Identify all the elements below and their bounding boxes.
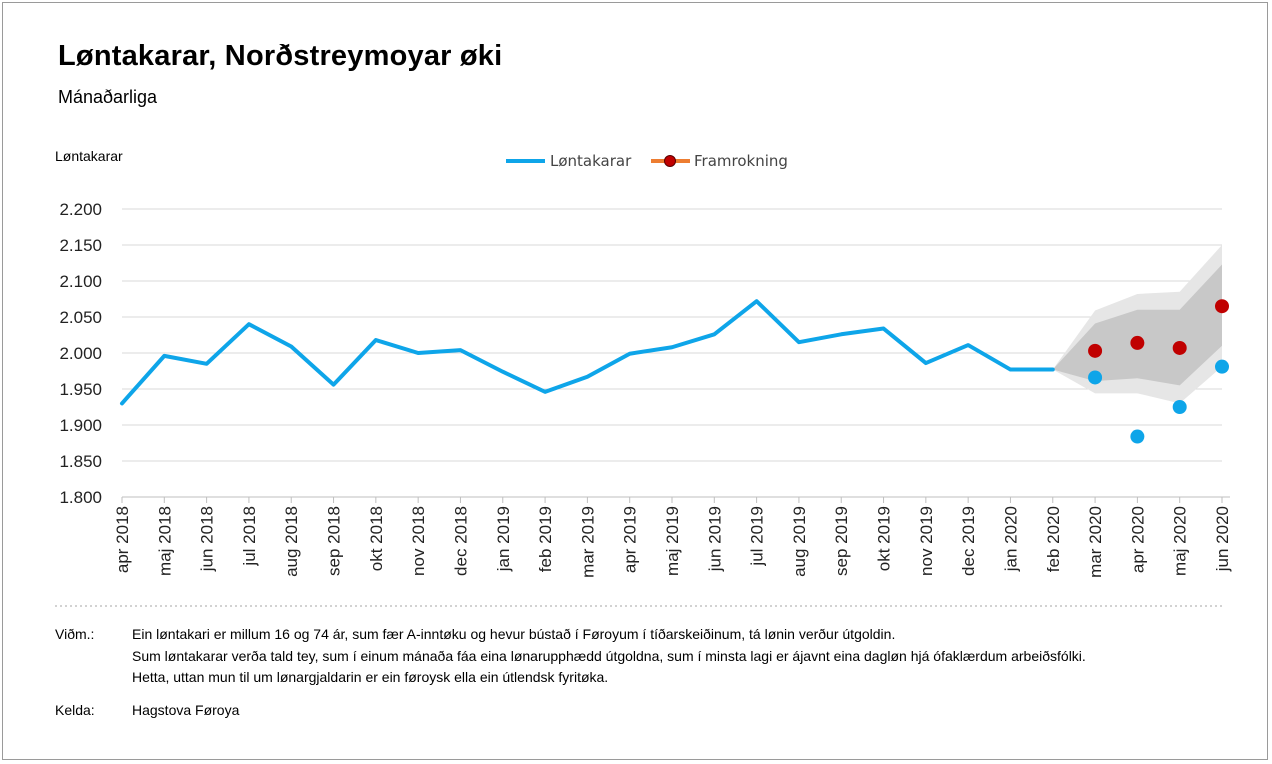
series-point-lontakarar xyxy=(1172,400,1187,414)
notes-line: Ein løntakari er millum 16 og 74 ár, sum… xyxy=(132,626,896,642)
series-point-framrokning xyxy=(1130,335,1145,350)
x-tick-label: dec 2019 xyxy=(959,506,978,576)
x-tick-label: okt 2018 xyxy=(367,506,386,571)
y-axis-label: Løntakarar xyxy=(55,148,123,164)
x-tick-label: apr 2018 xyxy=(113,506,132,573)
x-tick-label: sep 2018 xyxy=(325,506,344,576)
x-tick-label: jun 2018 xyxy=(198,506,217,572)
notes-key: Viðm.: xyxy=(55,626,95,642)
series-point-lontakarar xyxy=(1130,429,1145,444)
y-tick-label: 2.000 xyxy=(59,344,102,363)
y-tick-label: 2.150 xyxy=(59,236,102,255)
series-point-framrokning xyxy=(1088,343,1103,358)
series-point-framrokning xyxy=(1172,340,1187,355)
x-tick-label: apr 2020 xyxy=(1128,506,1147,573)
y-tick-label: 1.900 xyxy=(59,416,102,435)
legend-label-lontakarar: Løntakarar xyxy=(550,152,632,170)
y-tick-label: 2.100 xyxy=(59,272,102,291)
source: Kelda: Hagstova Føroya xyxy=(55,702,239,718)
x-tick-label: apr 2019 xyxy=(621,506,640,573)
y-tick-label: 1.850 xyxy=(59,452,102,471)
y-tick-label: 1.950 xyxy=(59,380,102,399)
x-tick-label: dec 2018 xyxy=(451,506,470,576)
x-tick-label: jan 2019 xyxy=(494,506,513,572)
chart-subtitle: Mánaðarliga xyxy=(58,87,158,107)
legend-marker-framrokning xyxy=(664,155,676,167)
x-tick-label: jul 2019 xyxy=(748,506,767,567)
chart-svg: 1.800 1.850 1.900 1.950 2.000 2.050 2.100 2.150… xyxy=(55,152,1232,607)
notes-line: Sum løntakarar verða tald tey, sum í ein… xyxy=(132,647,1086,664)
series-point-framrokning xyxy=(1215,299,1229,314)
y-tick-label: 2.050 xyxy=(59,308,102,327)
series-line-lontakarar xyxy=(120,299,1055,406)
x-tick-label: aug 2018 xyxy=(282,506,301,577)
legend-label-framrokning: Framrokning xyxy=(694,152,788,170)
x-tick-label: mar 2020 xyxy=(1086,506,1105,578)
x-tick-label: okt 2019 xyxy=(875,506,894,571)
x-tick-label: maj 2019 xyxy=(663,506,682,576)
series-point-lontakarar xyxy=(1215,359,1229,374)
x-tick-label: maj 2020 xyxy=(1171,506,1190,576)
x-tick-label: feb 2020 xyxy=(1044,506,1063,572)
x-tick-label: sep 2019 xyxy=(832,506,851,576)
x-tick-label: jun 2019 xyxy=(705,506,724,572)
y-tick-label: 1.800 xyxy=(59,488,102,507)
notes-line: Hetta, uttan mun til um lønargjaldarin e… xyxy=(132,669,609,685)
chart-title: Løntakarar, Norðstreymoyar øki xyxy=(58,40,503,72)
series-point-lontakarar xyxy=(1088,370,1103,385)
x-tick-label: nov 2019 xyxy=(917,506,936,576)
x-tick-label: jan 2020 xyxy=(1001,506,1020,572)
notes: Viðm.: Ein løntakari er millum 16 og 74 … xyxy=(55,624,1086,689)
x-tick-label: jun 2020 xyxy=(1213,506,1232,572)
source-key: Kelda: xyxy=(55,702,95,718)
x-tick-label: feb 2019 xyxy=(536,506,555,572)
x-tick-label: maj 2018 xyxy=(155,506,174,576)
x-tick-label: nov 2018 xyxy=(409,506,428,576)
x-tick-label: jul 2018 xyxy=(240,506,259,567)
x-tick-label: mar 2019 xyxy=(578,506,597,578)
y-tick-label: 2.200 xyxy=(59,200,102,219)
source-value: Hagstova Føroya xyxy=(132,702,240,718)
x-tick-label: aug 2019 xyxy=(790,506,809,577)
